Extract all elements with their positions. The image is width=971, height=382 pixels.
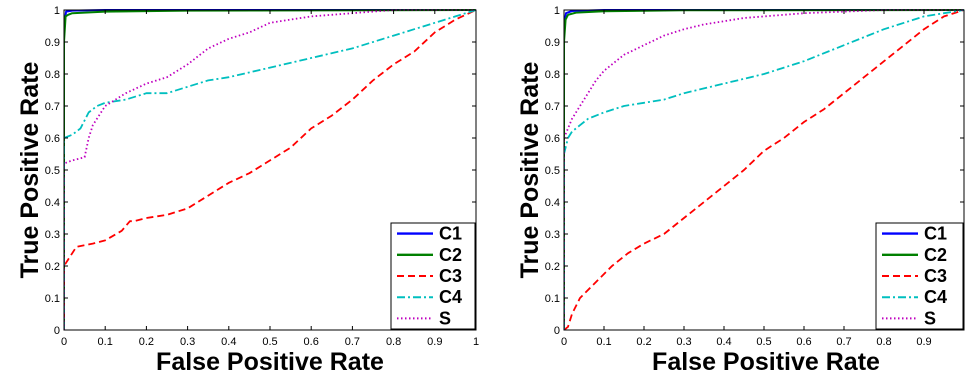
x-tick-label: 0.4 — [221, 336, 236, 348]
y-tick-label: 0.6 — [45, 133, 60, 145]
y-tick-label: 0.9 — [45, 37, 60, 49]
y-tick-label: 0.8 — [45, 69, 60, 81]
x-tick-label: 1 — [473, 336, 479, 348]
x-axis-label: False Positive Rate — [652, 348, 880, 376]
x-tick-label: 0.7 — [345, 336, 360, 348]
chart-panel-2: 0 0.1 0.2 0.3 0.4 0.5 0.6 0.7 0.8 0.9 0 0.1 0.2 0.3 0.… — [516, 5, 965, 376]
y-tick-label: 0.4 — [45, 197, 60, 209]
y-axis-label: True Positive Rate — [516, 62, 544, 279]
series-line-c4 — [564, 9, 964, 330]
x-tick-label: 0.6 — [304, 336, 319, 348]
x-tick-label: 0 — [561, 336, 567, 348]
x-tick-label: 0 — [61, 336, 67, 348]
y-tick-label: 0.5 — [45, 165, 60, 177]
legend-box — [875, 222, 964, 330]
x-tick-label: 0.9 — [916, 336, 931, 348]
y-tick-label: 0.7 — [45, 101, 60, 113]
series-line-c2 — [64, 9, 476, 330]
y-tick-label: 0.4 — [545, 197, 560, 209]
legend-label-s: S — [439, 308, 451, 328]
y-tick-label: 0.5 — [545, 165, 560, 177]
x-tick-label: 0.2 — [636, 336, 651, 348]
x-tick-label: 0.4 — [716, 336, 731, 348]
y-tick-label: 0.8 — [545, 69, 560, 81]
y-tick-label: 0 — [54, 325, 60, 337]
y-tick-label: 0.2 — [545, 261, 560, 273]
y-tick-label: 0.1 — [45, 293, 60, 305]
legend-label-c1: C1 — [924, 224, 947, 244]
legend-label-c2: C2 — [924, 245, 947, 265]
y-tick-label: 0.2 — [45, 261, 60, 273]
series-line-c3 — [64, 9, 476, 330]
x-tick-label: 0.1 — [596, 336, 611, 348]
y-tick-label: 0.3 — [45, 229, 60, 241]
x-tick-label: 0.5 — [262, 336, 277, 348]
y-tick-label: 0.6 — [545, 133, 560, 145]
y-tick-label: 0.3 — [545, 229, 560, 241]
x-tick-label: 0.6 — [796, 336, 811, 348]
series-line-c3 — [564, 9, 964, 330]
y-tick-label: 1 — [554, 5, 560, 17]
x-tick-label: 0.7 — [836, 336, 851, 348]
y-axis-label: True Positive Rate — [16, 62, 44, 279]
legend-label-c4: C4 — [924, 287, 947, 307]
y-tick-label: 1 — [54, 5, 60, 17]
y-tick-label: 0.7 — [545, 101, 560, 113]
x-tick-label: 0.2 — [139, 336, 154, 348]
x-tick-label: 0.5 — [756, 336, 771, 348]
x-tick-label: 0.8 — [876, 336, 891, 348]
x-tick-label: 0.3 — [180, 336, 195, 348]
y-tick-label: 0.9 — [545, 37, 560, 49]
x-tick-label: 0.1 — [98, 336, 113, 348]
x-tick-label: 0.9 — [427, 336, 442, 348]
legend-label-c4: C4 — [439, 287, 462, 307]
chart-panel-1: 0 0.1 0.2 0.3 0.4 0.5 0.6 0.7 0.8 0.9 1 0 0.1 0.2 0.3 0… — [16, 5, 479, 376]
x-axis-label: False Positive Rate — [156, 348, 384, 376]
x-tick-label: 0.3 — [676, 336, 691, 348]
series-line-s — [564, 9, 964, 330]
legend-label-c3: C3 — [439, 266, 462, 286]
x-tick-label: 0.8 — [386, 336, 401, 348]
legend-label-s: S — [924, 308, 936, 328]
y-tick-label: 0.1 — [545, 293, 560, 305]
legend-label-c1: C1 — [439, 224, 462, 244]
y-tick-label: 0 — [554, 325, 560, 337]
legend-label-c2: C2 — [439, 245, 462, 265]
legend-label-c3: C3 — [924, 266, 947, 286]
series-line-s — [64, 9, 476, 330]
